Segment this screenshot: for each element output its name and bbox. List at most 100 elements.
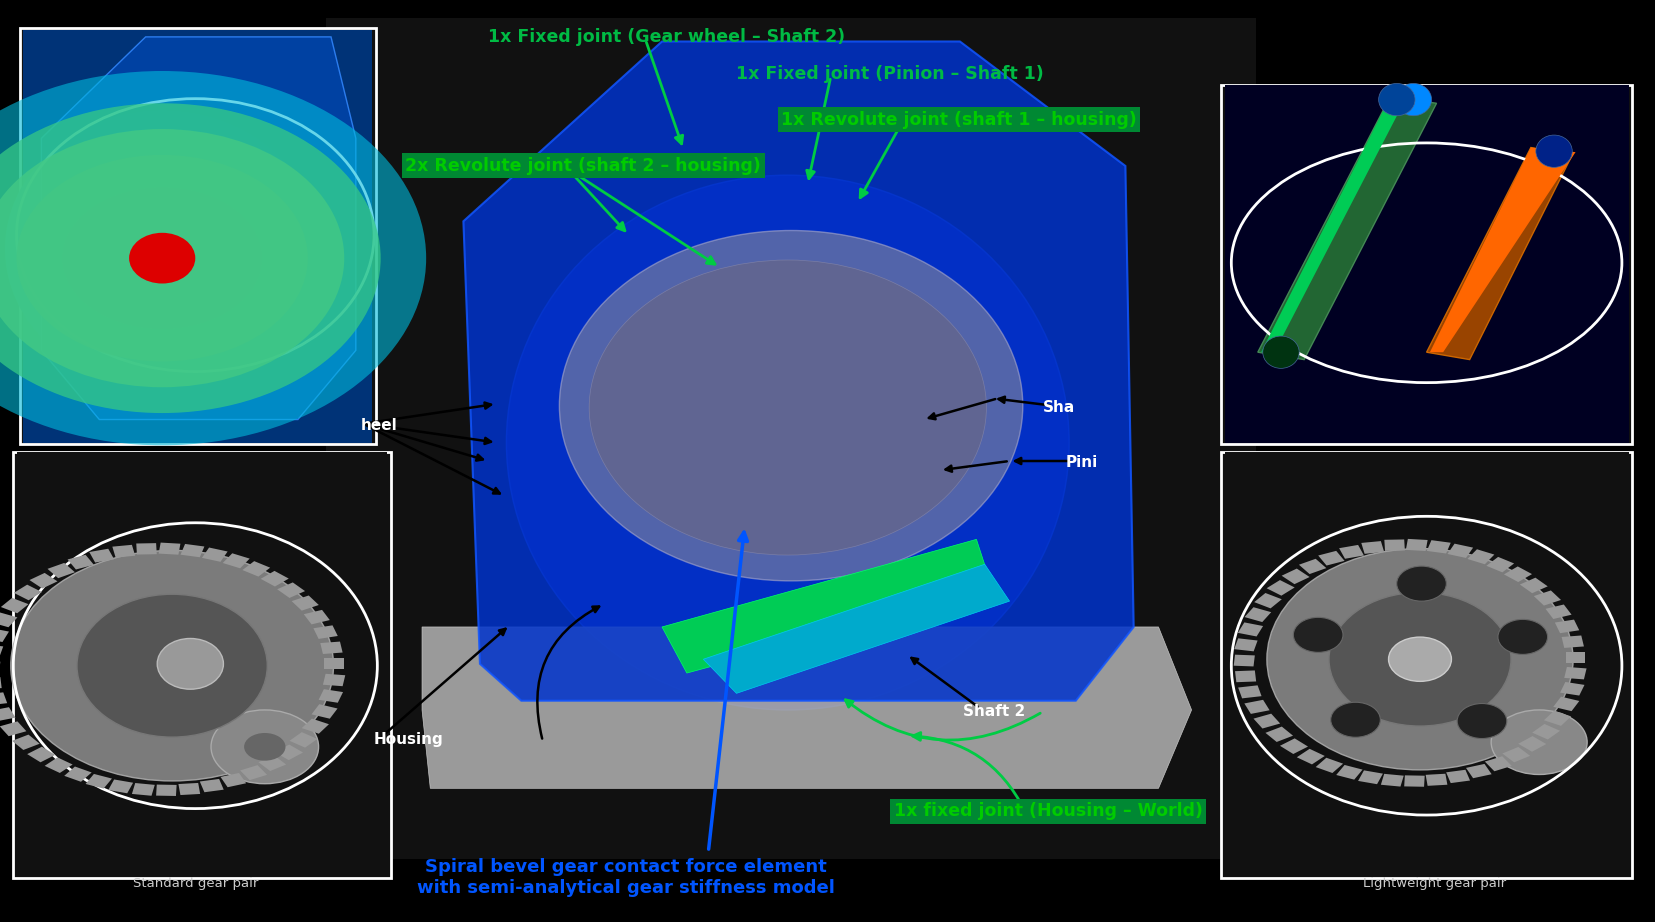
Polygon shape (1427, 148, 1572, 360)
Polygon shape (463, 41, 1134, 701)
Bar (1486, 557, 1514, 573)
Bar (0, 628, 8, 642)
Bar (1266, 580, 1294, 596)
Ellipse shape (1491, 710, 1587, 774)
Ellipse shape (589, 260, 986, 555)
Bar (1238, 622, 1263, 636)
Polygon shape (422, 627, 1192, 788)
Bar (1362, 541, 1384, 554)
Bar (0, 721, 26, 736)
Bar (0, 692, 7, 705)
Bar (220, 773, 247, 787)
Bar (1533, 724, 1561, 739)
Bar (1317, 550, 1344, 565)
Ellipse shape (1379, 83, 1415, 116)
Bar (324, 658, 344, 669)
Ellipse shape (1536, 136, 1572, 168)
Text: Sha: Sha (1043, 400, 1074, 415)
Ellipse shape (1389, 637, 1451, 681)
Bar (290, 732, 318, 748)
Text: Pini: Pini (1066, 455, 1097, 470)
Text: 2x Revolute joint (shaft 2 – housing): 2x Revolute joint (shaft 2 – housing) (405, 157, 761, 175)
Bar (65, 766, 91, 782)
Bar (261, 571, 288, 586)
Bar (1225, 85, 1629, 443)
Bar (305, 609, 329, 624)
Text: Standard gear pair: Standard gear pair (132, 877, 258, 890)
Bar (1425, 774, 1448, 786)
Text: Lightweight gear pair: Lightweight gear pair (1364, 877, 1506, 890)
Bar (1221, 452, 1632, 878)
Bar (1546, 605, 1572, 619)
Bar (113, 545, 136, 558)
Bar (86, 774, 113, 788)
Bar (321, 642, 343, 654)
Ellipse shape (1263, 337, 1299, 369)
Bar (1279, 739, 1307, 754)
Bar (1405, 538, 1428, 551)
Bar (1245, 700, 1269, 714)
Bar (323, 674, 346, 686)
Text: Shaft 2: Shaft 2 (963, 704, 1026, 719)
Bar (1225, 452, 1629, 876)
Bar (1266, 727, 1293, 742)
Ellipse shape (1329, 593, 1511, 727)
Bar (20, 28, 376, 444)
Bar (108, 779, 132, 793)
Polygon shape (1430, 148, 1576, 352)
Bar (1554, 697, 1579, 711)
Ellipse shape (76, 594, 268, 738)
Ellipse shape (245, 733, 286, 761)
Bar (1235, 670, 1256, 682)
Bar (1245, 608, 1271, 622)
Ellipse shape (1293, 618, 1342, 653)
Bar (1562, 635, 1584, 648)
Bar (13, 452, 391, 878)
Bar (156, 785, 177, 796)
Bar (13, 585, 41, 600)
Bar (1503, 747, 1531, 762)
Bar (223, 553, 250, 568)
Bar (1544, 711, 1571, 726)
Bar (1233, 655, 1254, 667)
Bar (1466, 764, 1491, 778)
Ellipse shape (559, 230, 1023, 581)
Bar (291, 596, 319, 610)
Text: 1x fixed joint (Housing – World): 1x fixed joint (Housing – World) (894, 802, 1203, 821)
Bar (1339, 545, 1364, 559)
Bar (240, 765, 266, 780)
Polygon shape (703, 564, 1010, 693)
Text: heel: heel (361, 419, 397, 433)
Ellipse shape (1397, 566, 1446, 601)
Bar (1235, 638, 1258, 651)
Bar (1384, 539, 1405, 550)
Ellipse shape (506, 175, 1069, 710)
Bar (180, 544, 205, 557)
Bar (1254, 593, 1283, 609)
Bar (258, 756, 286, 771)
Bar (202, 548, 228, 561)
Bar (89, 549, 114, 562)
Bar (0, 707, 15, 721)
Bar (45, 757, 73, 773)
Bar (2, 597, 28, 613)
Bar (12, 735, 40, 750)
Bar (1518, 736, 1546, 751)
Ellipse shape (1456, 703, 1506, 739)
Bar (313, 625, 338, 639)
Ellipse shape (1331, 703, 1380, 738)
Bar (30, 573, 58, 588)
Bar (1281, 569, 1309, 585)
Bar (324, 658, 344, 669)
Bar (1316, 758, 1344, 773)
Bar (0, 644, 3, 657)
Text: 1x Fixed joint (Pinion – Shaft 1): 1x Fixed joint (Pinion – Shaft 1) (736, 65, 1044, 83)
Bar (23, 30, 372, 443)
Polygon shape (1261, 97, 1407, 352)
Ellipse shape (0, 103, 381, 413)
Bar (326, 18, 1256, 859)
Ellipse shape (10, 550, 334, 781)
Bar (26, 747, 55, 762)
Ellipse shape (1395, 83, 1432, 116)
Bar (68, 555, 94, 570)
